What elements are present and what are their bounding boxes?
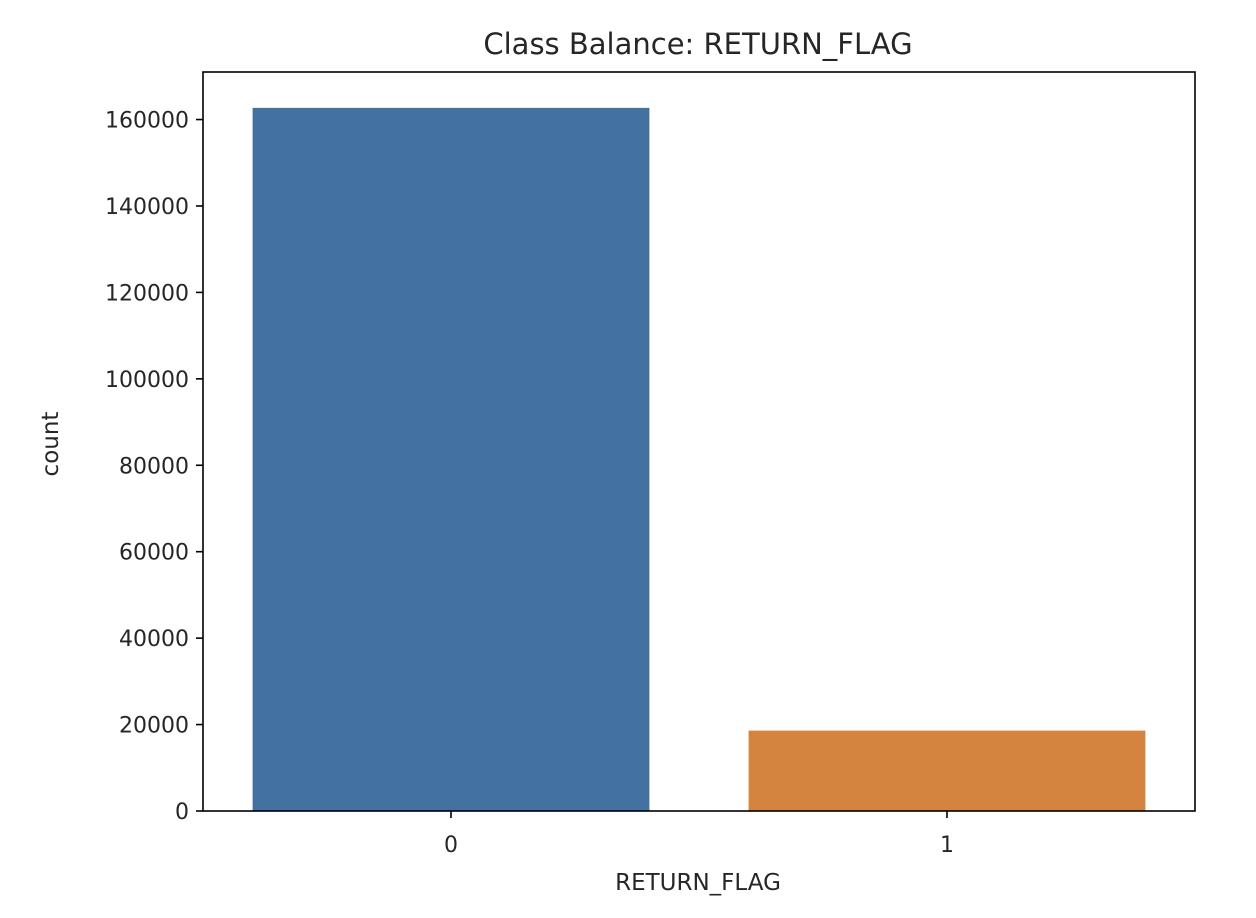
y-tick-label: 140000 [105, 195, 189, 220]
x-tick-label: 0 [444, 833, 458, 858]
y-tick-label: 80000 [119, 454, 189, 479]
x-axis-title: RETURN_FLAG [615, 870, 781, 896]
y-tick-label: 40000 [119, 627, 189, 652]
x-tick-label: 1 [940, 833, 954, 858]
bar-0 [252, 107, 650, 812]
plot-frame [202, 71, 1196, 812]
y-tick-label: 120000 [105, 281, 189, 306]
y-tick-label: 160000 [105, 109, 189, 134]
y-axis-title: count [38, 412, 64, 477]
bars-layer [252, 107, 1146, 812]
y-tick-label: 60000 [119, 541, 189, 566]
axes-layer: 0 20000 40000 60000 80000 100000 120000 140000 1… [105, 71, 1196, 858]
y-tick-label: 20000 [119, 714, 189, 739]
y-tick-label: 0 [175, 800, 189, 825]
y-tick-label: 100000 [105, 368, 189, 393]
bar-1 [748, 730, 1146, 811]
chart-title: Class Balance: RETURN_FLAG [483, 27, 912, 61]
